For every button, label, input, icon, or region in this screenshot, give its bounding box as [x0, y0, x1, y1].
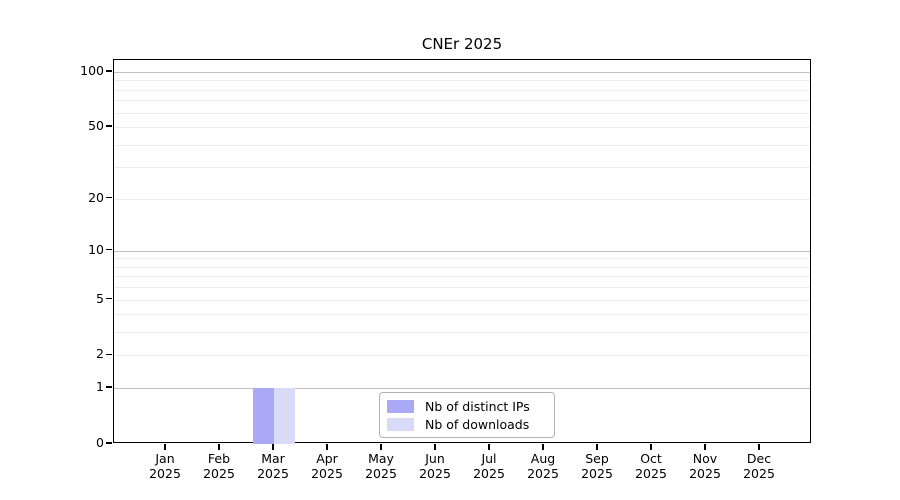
gridline-minor — [114, 112, 810, 114]
gridline-minor — [114, 167, 810, 169]
x-tick — [596, 444, 598, 450]
y-tick — [106, 196, 112, 199]
gridline-minor — [114, 266, 810, 268]
y-tick — [106, 70, 112, 72]
x-tick-label: Jun 2025 — [419, 451, 451, 481]
x-tick — [488, 444, 490, 450]
x-tick — [218, 444, 220, 450]
y-tick — [106, 248, 112, 251]
y-tick-label: 10 — [88, 241, 104, 257]
plot-area: Nb of distinct IPs Nb of downloads — [113, 59, 811, 444]
gridline-minor — [114, 287, 810, 289]
x-tick — [704, 444, 706, 450]
y-tick-label: 0 — [96, 435, 104, 450]
gridline-minor — [114, 80, 810, 82]
gridline-minor — [114, 198, 810, 200]
x-tick-label: Feb 2025 — [203, 451, 235, 481]
x-tick-label: Mar 2025 — [257, 451, 289, 481]
gridline-major — [114, 250, 810, 252]
x-tick-label: Apr 2025 — [311, 451, 343, 481]
y-tick — [106, 297, 112, 300]
y-tick — [106, 386, 112, 388]
legend: Nb of distinct IPs Nb of downloads — [379, 392, 555, 438]
x-tick-label: Jul 2025 — [473, 451, 505, 481]
x-tick — [164, 444, 166, 450]
legend-swatch-distinct-ips — [387, 399, 414, 413]
gridline-minor — [114, 126, 810, 128]
legend-item-distinct-ips: Nb of distinct IPs — [387, 399, 547, 414]
x-tick-label: Jan 2025 — [149, 451, 181, 481]
gridline-minor — [114, 144, 810, 146]
legend-label-distinct-ips: Nb of distinct IPs — [425, 398, 530, 414]
x-tick-label: Nov 2025 — [689, 451, 721, 481]
legend-label-downloads: Nb of downloads — [425, 416, 530, 432]
x-tick — [326, 444, 328, 450]
gridline-minor — [114, 276, 810, 278]
x-tick-label: May 2025 — [365, 451, 397, 481]
y-tick-label: 1 — [96, 379, 104, 395]
chart-title: CNEr 2025 — [421, 35, 503, 53]
x-tick — [272, 444, 274, 450]
x-tick-label: Oct 2025 — [635, 451, 667, 481]
x-tick — [434, 444, 436, 450]
gridline-major — [114, 71, 810, 73]
y-tick-label: 20 — [88, 189, 104, 205]
y-tick — [106, 442, 112, 444]
y-tick — [106, 125, 112, 127]
y-tick-label: 50 — [88, 117, 104, 133]
x-tick-label: Aug 2025 — [527, 451, 559, 481]
gridline-minor — [114, 332, 810, 334]
gridline-minor — [114, 299, 810, 301]
gridline-major — [114, 388, 810, 390]
x-tick — [380, 444, 382, 450]
x-tick-label: Dec 2025 — [743, 451, 775, 481]
gridline-minor — [114, 355, 810, 357]
bar-distinct-ips — [253, 388, 274, 444]
x-tick — [758, 444, 760, 450]
y-tick-label: 5 — [96, 290, 104, 306]
x-tick — [650, 444, 652, 450]
x-tick-label: Sep 2025 — [581, 451, 613, 481]
legend-swatch-downloads — [387, 417, 414, 431]
gridline-minor — [114, 258, 810, 260]
legend-item-downloads: Nb of downloads — [387, 417, 547, 432]
y-tick-label: 2 — [96, 346, 104, 362]
x-tick — [542, 444, 544, 450]
gridline-minor — [114, 314, 810, 316]
gridline-minor — [114, 89, 810, 91]
y-tick-label: 100 — [80, 62, 104, 78]
gridline-minor — [114, 100, 810, 102]
bar-downloads — [274, 388, 295, 444]
y-tick — [106, 353, 112, 356]
